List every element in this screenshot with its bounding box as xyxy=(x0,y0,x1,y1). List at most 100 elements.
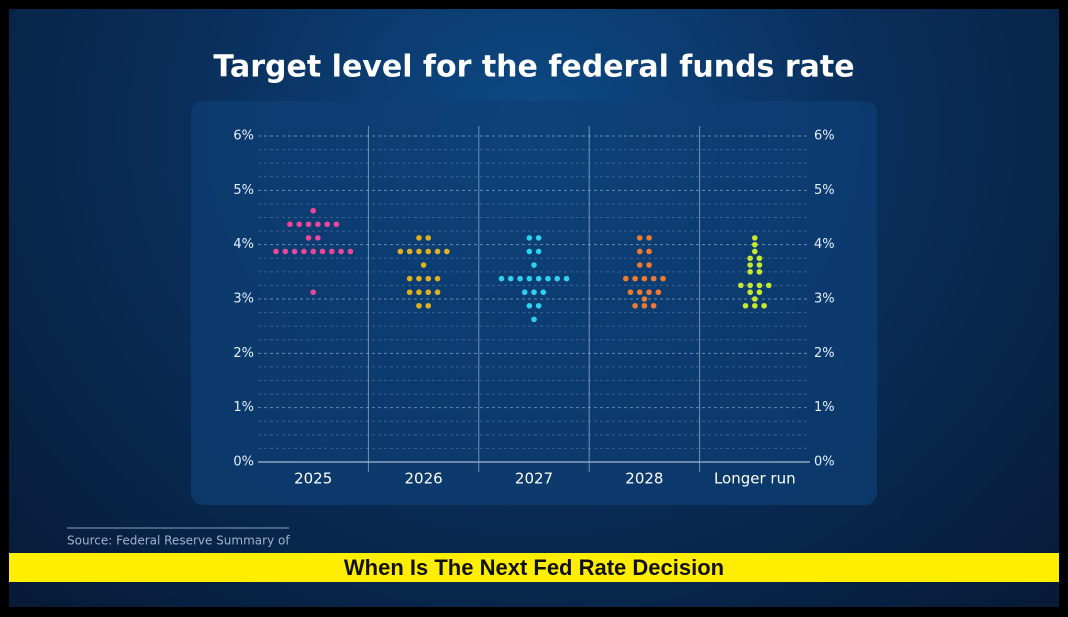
banner: When Is The Next Fed Rate Decision xyxy=(9,553,1059,582)
dot xyxy=(535,302,542,309)
dot xyxy=(540,289,547,296)
dot xyxy=(521,289,528,296)
dot xyxy=(636,248,643,255)
dot xyxy=(535,248,542,255)
dot xyxy=(738,282,744,289)
dot xyxy=(310,207,317,214)
dot xyxy=(535,235,542,241)
dot xyxy=(563,275,570,282)
dot xyxy=(434,248,441,255)
dot xyxy=(650,302,657,309)
dot xyxy=(310,289,317,296)
dot xyxy=(636,235,643,241)
panel xyxy=(191,101,877,505)
x-tick-label: Longer run xyxy=(714,470,796,488)
dot xyxy=(756,282,763,289)
y2-tick-label: 2% xyxy=(814,346,835,361)
dot xyxy=(747,289,753,296)
dot xyxy=(641,296,648,302)
dot xyxy=(305,235,312,241)
dot xyxy=(425,289,432,296)
dot xyxy=(531,262,537,268)
dot xyxy=(747,269,753,275)
dot xyxy=(752,248,758,255)
dot xyxy=(554,275,561,282)
dot xyxy=(416,275,422,282)
dot xyxy=(752,235,758,241)
dot xyxy=(273,248,279,255)
dot xyxy=(636,262,643,268)
dot xyxy=(627,289,634,296)
x-tick-label: 2026 xyxy=(405,470,443,488)
dot xyxy=(420,262,427,268)
dot xyxy=(752,302,758,309)
dot xyxy=(406,289,413,296)
dot xyxy=(315,221,321,228)
dot xyxy=(632,302,638,309)
dot xyxy=(406,275,413,282)
dot xyxy=(641,302,648,309)
y-tick-label: 4% xyxy=(233,237,254,252)
dot xyxy=(498,275,505,282)
y2-tick-label: 6% xyxy=(814,129,835,144)
x-tick-label: 2028 xyxy=(625,470,663,488)
x-tick-label: 2025 xyxy=(294,470,332,488)
dot xyxy=(507,275,514,282)
dot xyxy=(756,262,763,268)
dot xyxy=(296,221,303,228)
x-tick-label: 2027 xyxy=(515,470,553,488)
dot xyxy=(660,275,666,282)
chart-title: Target level for the federal funds rate xyxy=(213,50,854,85)
dot xyxy=(416,289,422,296)
dot xyxy=(655,289,662,296)
dot xyxy=(646,235,652,241)
dot xyxy=(282,248,289,255)
dot xyxy=(526,248,533,255)
y-tick-label: 2% xyxy=(233,346,254,361)
dot xyxy=(425,275,432,282)
dot xyxy=(531,316,537,323)
dot xyxy=(531,289,537,296)
dot xyxy=(747,282,753,289)
dot xyxy=(425,302,432,309)
dot xyxy=(397,248,404,255)
dot xyxy=(752,241,758,248)
y2-tick-label: 1% xyxy=(814,400,835,415)
dot xyxy=(315,235,321,241)
y-tick-label: 3% xyxy=(233,292,254,307)
dot xyxy=(333,221,340,228)
dot xyxy=(742,302,749,309)
dot xyxy=(434,289,441,296)
y-tick-label: 6% xyxy=(233,129,254,144)
frame: Target level for the federal funds rate … xyxy=(9,9,1059,607)
dot xyxy=(444,248,450,255)
y-tick-label: 5% xyxy=(233,183,254,198)
dot xyxy=(526,302,533,309)
dot xyxy=(329,248,335,255)
dot xyxy=(545,275,551,282)
dot xyxy=(747,262,753,268)
y-tick-label: 1% xyxy=(233,400,254,415)
dot xyxy=(526,275,533,282)
dot xyxy=(756,269,763,275)
dot xyxy=(406,248,413,255)
dot xyxy=(752,296,758,302)
dot xyxy=(301,248,307,255)
chart: Target level for the federal funds rate … xyxy=(67,50,877,548)
dot xyxy=(434,275,441,282)
dot xyxy=(623,275,629,282)
dot xyxy=(526,235,533,241)
y2-tick-label: 4% xyxy=(814,237,835,252)
dot xyxy=(646,289,652,296)
dot xyxy=(319,248,326,255)
y2-tick-label: 3% xyxy=(814,292,835,307)
dot xyxy=(747,255,753,262)
dot xyxy=(338,248,344,255)
dot xyxy=(646,262,652,268)
dot xyxy=(756,255,763,262)
y-tick-label: 0% xyxy=(233,455,254,470)
dot xyxy=(517,275,523,282)
dot xyxy=(310,248,317,255)
dot xyxy=(646,248,652,255)
